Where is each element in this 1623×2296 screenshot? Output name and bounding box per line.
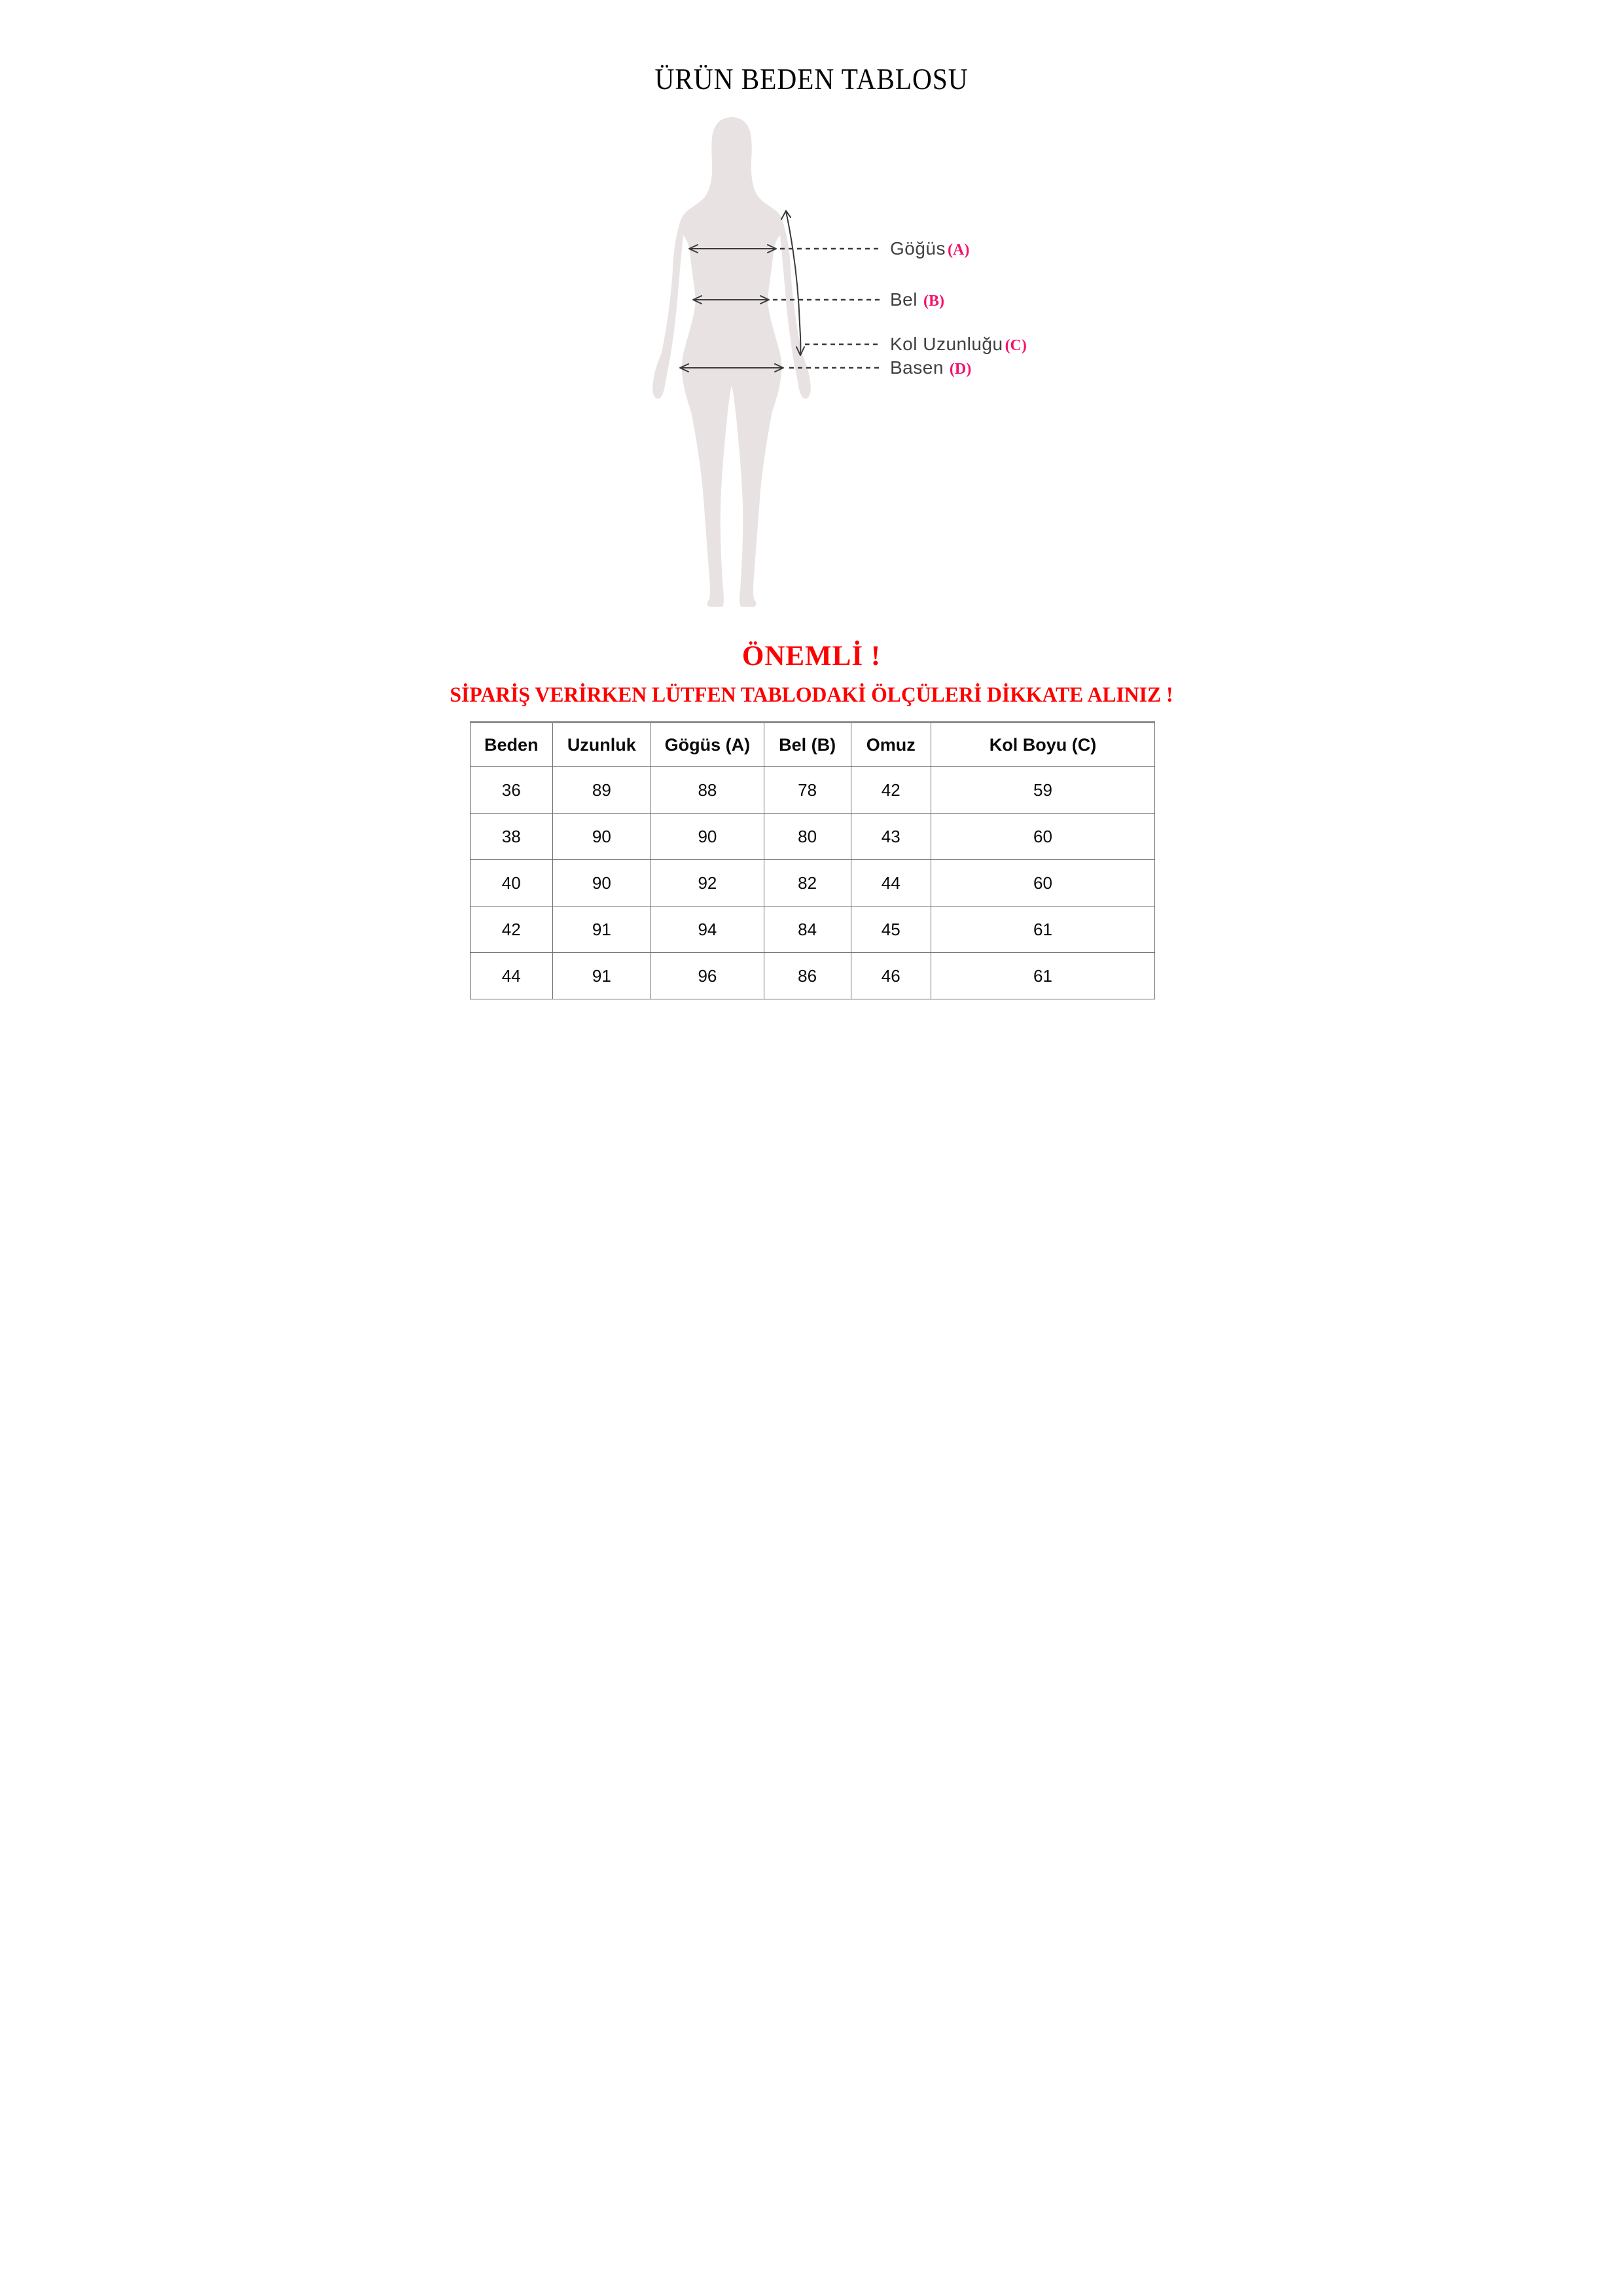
diagram-label-chest-letter: (A) — [948, 242, 970, 259]
table-cell: 36 — [470, 766, 553, 814]
table-cell: 91 — [552, 952, 652, 999]
table-cell: 61 — [930, 906, 1156, 953]
table-cell: 60 — [930, 813, 1156, 860]
column-header-gogus: Gögüs (A) — [651, 722, 764, 767]
size-table: Beden Uzunluk Gögüs (A) Bel (B) Omuz Kol… — [470, 721, 1156, 999]
table-cell: 90 — [552, 813, 652, 860]
waist-measure-arrow — [692, 295, 770, 304]
table-cell: 82 — [763, 859, 851, 906]
size-table-row-44: 44 91 96 86 46 61 — [470, 952, 1156, 999]
diagram-label-hip: Basen (D) — [890, 357, 971, 382]
female-silhouette-figure — [652, 117, 811, 607]
sleeve-length-arrow — [781, 210, 805, 356]
table-cell: 42 — [470, 906, 553, 953]
table-cell: 90 — [552, 859, 652, 906]
column-header-omuz: Omuz — [850, 722, 931, 767]
table-cell: 96 — [651, 952, 764, 999]
notice-heading: ÖNEMLİ ! — [741, 641, 882, 672]
diagram-label-chest-text: Göğüs — [890, 238, 946, 259]
size-table-header-row: Beden Uzunluk Gögüs (A) Bel (B) Omuz Kol… — [470, 722, 1156, 767]
body-measurement-diagram: Göğüs (A) Bel (B) Kol Uzunluğu (C) Basen (D) — [641, 101, 1217, 625]
table-cell: 89 — [552, 766, 652, 814]
diagram-label-hip-letter: (D) — [949, 361, 972, 378]
chest-measure-arrow — [688, 244, 777, 253]
table-cell: 78 — [763, 766, 851, 814]
diagram-label-waist: Bel (B) — [890, 289, 944, 314]
table-cell: 86 — [763, 952, 851, 999]
diagram-label-sleeve: Kol Uzunluğu (C) — [890, 333, 1027, 359]
table-cell: 90 — [651, 813, 764, 860]
table-cell: 60 — [930, 859, 1156, 906]
table-cell: 40 — [470, 859, 553, 906]
table-cell: 42 — [850, 766, 931, 814]
table-cell: 38 — [470, 813, 553, 860]
table-cell: 43 — [850, 813, 931, 860]
table-cell: 44 — [470, 952, 553, 999]
size-table-row-40: 40 90 92 82 44 60 — [470, 859, 1156, 906]
notice-subheading: SİPARİŞ VERİRKEN LÜTFEN TABLODAKİ ÖLÇÜLE… — [450, 683, 1173, 707]
column-header-kol-boyu: Kol Boyu (C) — [930, 722, 1156, 767]
diagram-label-hip-text: Basen — [890, 357, 944, 378]
size-table-row-36: 36 89 88 78 42 59 — [470, 766, 1156, 814]
size-table-row-38: 38 90 90 80 43 60 — [470, 813, 1156, 860]
table-cell: 91 — [552, 906, 652, 953]
column-header-uzunluk: Uzunluk — [552, 722, 652, 767]
size-table-row-42: 42 91 94 84 45 61 — [470, 906, 1156, 953]
table-cell: 84 — [763, 906, 851, 953]
table-cell: 46 — [850, 952, 931, 999]
hip-measure-arrow — [679, 363, 784, 372]
table-cell: 61 — [930, 952, 1156, 999]
table-cell: 88 — [651, 766, 764, 814]
table-cell: 44 — [850, 859, 931, 906]
column-header-bel: Bel (B) — [763, 722, 851, 767]
female-silhouette-diagram — [652, 117, 882, 607]
table-cell: 59 — [930, 766, 1156, 814]
diagram-label-waist-text: Bel — [890, 289, 918, 310]
diagram-label-chest: Göğüs (A) — [890, 238, 969, 263]
page-title: ÜRÜN BEDEN TABLOSU — [654, 62, 969, 96]
diagram-label-sleeve-letter: (C) — [1005, 337, 1027, 354]
diagram-label-waist-letter: (B) — [923, 293, 944, 310]
column-header-beden: Beden — [470, 722, 553, 767]
table-cell: 80 — [763, 813, 851, 860]
table-cell: 45 — [850, 906, 931, 953]
diagram-label-sleeve-text: Kol Uzunluğu — [890, 334, 1003, 354]
table-cell: 94 — [651, 906, 764, 953]
size-chart-page: ÜRÜN BEDEN TABLOSU — [406, 0, 1217, 1148]
table-cell: 92 — [651, 859, 764, 906]
